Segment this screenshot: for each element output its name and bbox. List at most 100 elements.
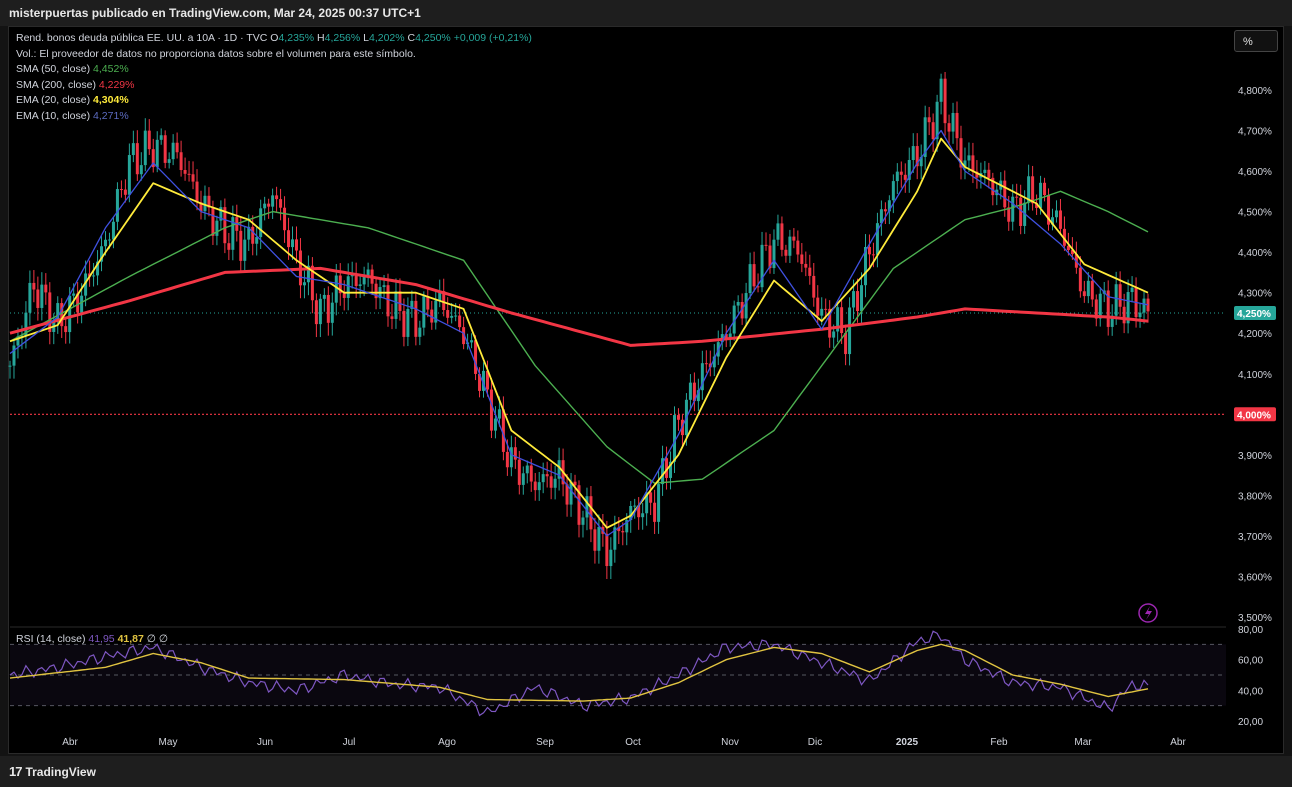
open-label: O <box>270 32 279 44</box>
rsi-extra-1: ∅ <box>146 633 156 645</box>
candle-body <box>923 117 927 157</box>
indicator-sma200[interactable]: SMA (200, close) 4,229% <box>16 78 532 94</box>
candle-body <box>549 476 553 488</box>
candle-body <box>100 246 104 262</box>
price-tick-label: 3,800% <box>1238 491 1272 502</box>
candle-body <box>16 336 20 346</box>
candle-body <box>625 520 629 533</box>
rsi-tick-label: 20,00 <box>1238 717 1263 728</box>
candle-body <box>171 142 175 160</box>
candle-body <box>211 207 215 236</box>
price-tick-label: 3,600% <box>1238 572 1272 583</box>
candle-body <box>418 327 422 337</box>
candle-body <box>955 112 959 139</box>
candles <box>8 71 1150 579</box>
candle-body <box>609 549 613 567</box>
candle-body <box>199 202 203 212</box>
chart-frame[interactable] <box>8 26 1284 754</box>
ema10-line <box>9 129 1149 537</box>
tradingview-logo[interactable]: 17 TradingView <box>9 764 96 779</box>
candle-body <box>875 223 879 255</box>
candle-body <box>96 261 100 276</box>
candle-body <box>275 195 279 200</box>
candle-body <box>1122 306 1126 324</box>
candle-body <box>895 171 899 182</box>
candle-body <box>840 307 844 334</box>
indicator-ema20[interactable]: EMA (20, close) 4,304% <box>16 93 532 109</box>
candle-body <box>537 482 541 491</box>
candle-body <box>927 117 931 123</box>
candle-body <box>263 203 267 209</box>
candle-body <box>844 333 848 355</box>
time-tick-label: Dic <box>808 737 822 748</box>
candle-body <box>1027 176 1031 203</box>
price-tick-label: 4,100% <box>1238 370 1272 381</box>
candle-body <box>374 283 378 299</box>
candle-body <box>1047 195 1051 225</box>
candle-body <box>573 481 577 486</box>
candle-body <box>139 165 143 175</box>
candle-body <box>482 370 486 391</box>
candle-body <box>744 293 748 319</box>
indicator-sma50[interactable]: SMA (50, close) 4,452% <box>16 62 532 78</box>
indicator-value: 4,452% <box>93 63 129 76</box>
rsi-pane: 80,00 60,00 40,00 20,00 <box>9 625 1263 728</box>
candle-body <box>816 297 820 316</box>
candle-body <box>907 160 911 180</box>
candle-body <box>724 334 728 340</box>
candle-body <box>20 335 24 337</box>
candle-body <box>577 485 581 525</box>
candle-body <box>1039 182 1043 208</box>
candle-body <box>740 301 744 319</box>
candle-body <box>434 300 438 323</box>
candle-body <box>386 285 390 317</box>
high-value: 4,256% <box>324 32 361 44</box>
candle-body <box>653 502 657 522</box>
candle-body <box>517 459 521 485</box>
candle-body <box>1015 196 1019 198</box>
candle-body <box>203 195 207 212</box>
candle-body <box>764 244 768 246</box>
candle-body <box>1090 280 1094 300</box>
candle-body <box>911 146 915 161</box>
candle-body <box>191 174 195 182</box>
price-tick-label: 3,700% <box>1238 532 1272 543</box>
candle-body <box>1142 298 1146 313</box>
change-value: +0,009 (+0,21%) <box>453 32 532 44</box>
candle-body <box>700 363 704 391</box>
indicator-name: EMA (20, close) <box>16 94 91 107</box>
candle-body <box>617 527 621 532</box>
candle-body <box>1110 315 1114 327</box>
candle-body <box>406 308 410 337</box>
candle-body <box>633 505 637 507</box>
candle-body <box>68 295 72 333</box>
candle-body <box>44 284 48 293</box>
time-tick-label: Jun <box>257 737 273 748</box>
candle-body <box>505 451 509 468</box>
candle-body <box>1106 290 1110 327</box>
candle-body <box>545 474 549 477</box>
candle-body <box>1118 284 1122 307</box>
candle-body <box>1054 210 1058 218</box>
candle-body <box>589 496 593 530</box>
candle-body <box>1007 207 1011 222</box>
candle-body <box>143 130 147 166</box>
percent-scale-button[interactable]: % <box>1234 30 1278 52</box>
lightning-icon-bolt <box>1145 606 1152 620</box>
candle-body <box>784 249 788 256</box>
rsi-legend[interactable]: RSI (14, close) 41,95 41,87 ∅ ∅ <box>16 633 168 645</box>
candle-body <box>748 264 752 294</box>
candle-body <box>629 505 633 521</box>
candle-body <box>390 316 394 319</box>
sma50-line <box>9 190 1149 484</box>
candle-body <box>967 155 971 161</box>
candle-body <box>1003 180 1007 208</box>
candle-body <box>1051 217 1055 225</box>
indicator-ema10[interactable]: EMA (10, close) 4,271% <box>16 109 532 125</box>
symbol-name[interactable]: Rend. bonos deuda pública EE. UU. a 10A … <box>16 32 268 44</box>
candle-body <box>207 195 211 208</box>
volume-note: Vol.: El proveedor de datos no proporcio… <box>16 47 416 60</box>
price-tick-label: 3,500% <box>1238 613 1272 624</box>
candle-body <box>1082 291 1086 297</box>
